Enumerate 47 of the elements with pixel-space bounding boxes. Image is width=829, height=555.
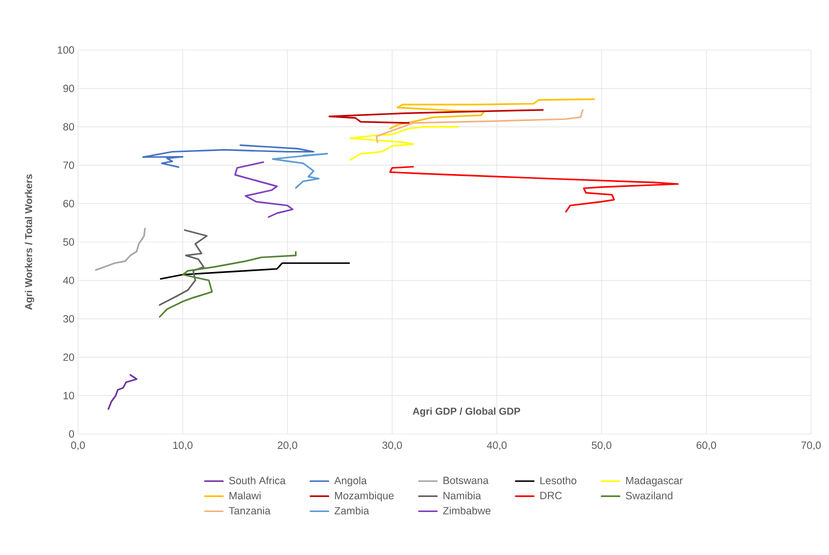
x-tick-label: 30,0 (382, 442, 402, 450)
legend-label: Angola (334, 476, 367, 486)
y-tick-label: 90 (63, 84, 74, 92)
line-series (158, 229, 208, 306)
y-tick-label: 50 (63, 238, 74, 246)
x-axis-title: Agri GDP / Global GDP (412, 407, 520, 417)
legend-label: Mozambique (335, 492, 394, 502)
y-tick-label: 80 (63, 123, 74, 131)
line-series (389, 166, 679, 212)
x-tick-label: 10,0 (173, 442, 192, 450)
y-tick-label: 60 (63, 200, 74, 208)
x-tick-label: 60,0 (696, 442, 716, 450)
x-tick-label: 50,0 (592, 442, 612, 450)
line-series (234, 161, 294, 218)
line-series (349, 126, 459, 161)
line-series (142, 144, 314, 168)
legend-label: DRC (540, 492, 562, 500)
x-tick-label: 0,0 (71, 442, 85, 450)
legend-label: Madagascar (626, 476, 683, 486)
line-series (272, 152, 328, 189)
y-tick-label: 20 (63, 354, 74, 361)
y-tick-label: 0 (69, 430, 74, 438)
line-series (95, 228, 146, 271)
x-tick-label: 40,0 (486, 442, 507, 450)
y-tick-label: 40 (63, 276, 74, 284)
legend-label: Botswana (444, 476, 489, 484)
y-tick-label: 10 (64, 392, 74, 400)
legend-label: Zambia (334, 506, 370, 514)
legend-label: Zimbabwe (443, 506, 490, 514)
y-tick-label: 30 (63, 315, 74, 323)
line-series (108, 374, 138, 410)
y-axis-title: Agri Workers / Total Workers (24, 174, 34, 310)
line-series (160, 262, 350, 280)
x-tick-label: 20,0 (278, 442, 298, 450)
line-series (158, 251, 297, 318)
line-series (376, 109, 584, 143)
x-tick-label: 70,0 (801, 442, 821, 450)
y-tick-label: 70 (63, 162, 74, 169)
legend-label: Lesotho (540, 476, 576, 484)
legend-label: Swaziland (626, 492, 672, 500)
line-series (328, 109, 544, 124)
line-series (389, 98, 596, 130)
legend-label: Tanzania (228, 506, 271, 514)
legend-label: Malawi (230, 492, 261, 500)
legend-label: South Africa (229, 476, 286, 484)
legend-label: Namibia (444, 492, 482, 500)
y-tick-label: 100 (58, 46, 74, 54)
